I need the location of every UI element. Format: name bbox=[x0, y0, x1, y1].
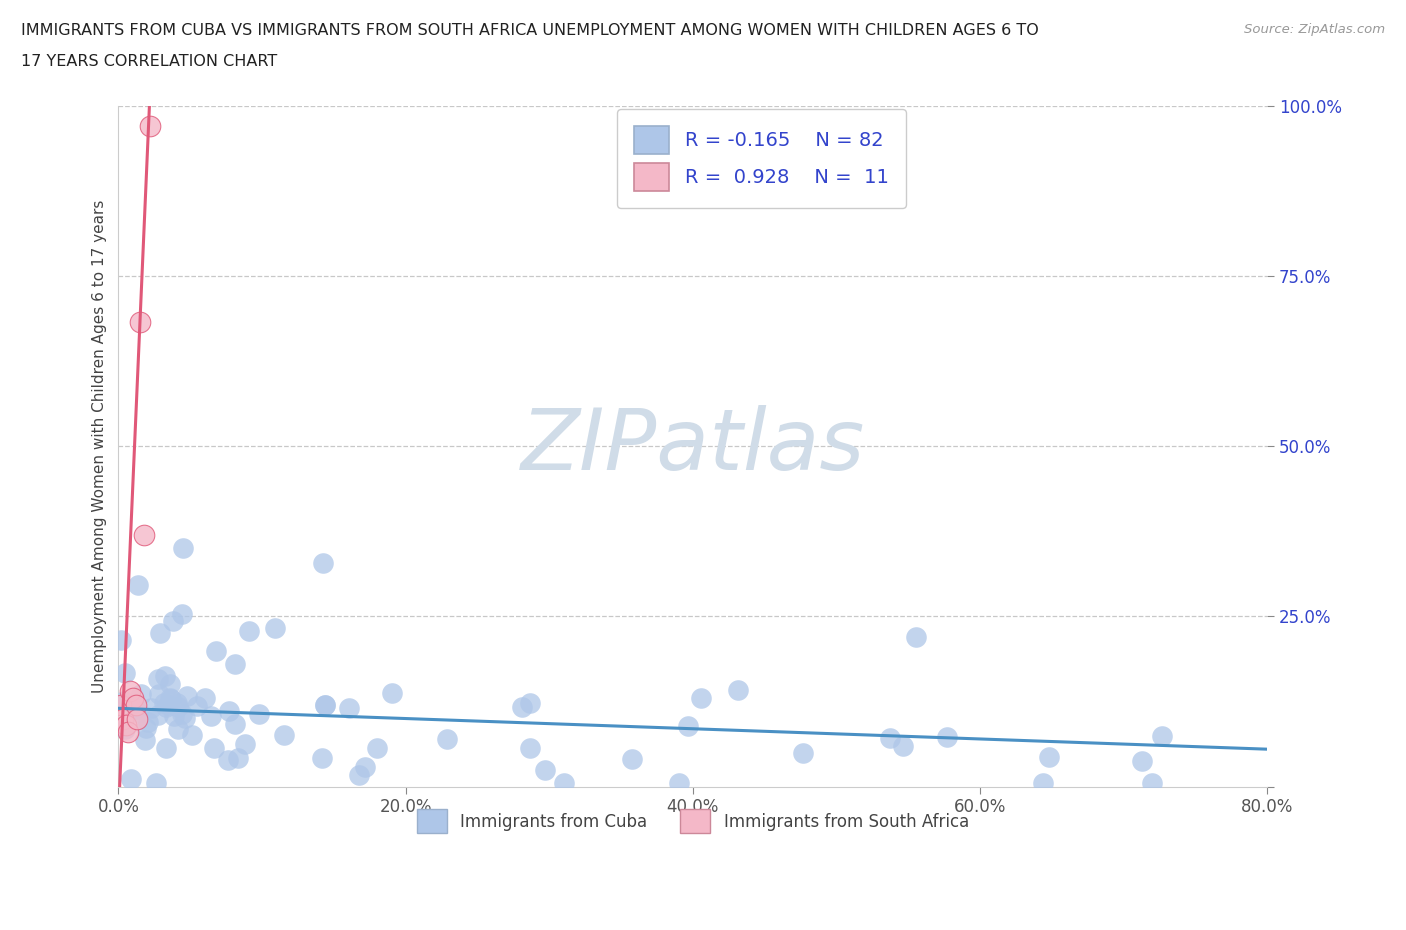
Legend: Immigrants from Cuba, Immigrants from South Africa: Immigrants from Cuba, Immigrants from So… bbox=[404, 796, 983, 846]
Point bbox=[205, 644, 228, 658]
Point bbox=[162, 614, 184, 629]
Point bbox=[167, 722, 190, 737]
Point bbox=[247, 707, 270, 722]
Point bbox=[935, 729, 957, 744]
Point bbox=[510, 699, 533, 714]
Point bbox=[114, 665, 136, 680]
Point bbox=[311, 556, 333, 571]
Point bbox=[172, 541, 194, 556]
Point bbox=[159, 690, 181, 705]
Point bbox=[1142, 776, 1164, 790]
Point bbox=[224, 657, 246, 671]
Point bbox=[124, 698, 146, 712]
Point bbox=[354, 760, 377, 775]
Point bbox=[159, 677, 181, 692]
Point bbox=[337, 700, 360, 715]
Point bbox=[1032, 776, 1054, 790]
Point bbox=[186, 698, 208, 713]
Point bbox=[167, 699, 190, 714]
Point bbox=[114, 722, 136, 737]
Point bbox=[233, 737, 256, 751]
Point bbox=[314, 698, 336, 712]
Point bbox=[314, 698, 336, 712]
Point bbox=[180, 727, 202, 742]
Point bbox=[112, 693, 135, 708]
Point bbox=[136, 715, 159, 730]
Point bbox=[134, 527, 156, 542]
Text: Source: ZipAtlas.com: Source: ZipAtlas.com bbox=[1244, 23, 1385, 36]
Point bbox=[134, 732, 156, 747]
Point bbox=[157, 698, 180, 712]
Point bbox=[127, 711, 149, 726]
Point bbox=[904, 630, 927, 644]
Point bbox=[381, 685, 404, 700]
Point bbox=[519, 740, 541, 755]
Point bbox=[110, 698, 132, 712]
Point bbox=[1130, 753, 1153, 768]
Point bbox=[202, 740, 225, 755]
Point bbox=[224, 716, 246, 731]
Y-axis label: Unemployment Among Women with Children Ages 6 to 17 years: Unemployment Among Women with Children A… bbox=[93, 199, 107, 693]
Point bbox=[148, 686, 170, 701]
Point bbox=[727, 683, 749, 698]
Point bbox=[153, 668, 176, 683]
Point bbox=[117, 724, 139, 739]
Point bbox=[139, 119, 162, 134]
Point bbox=[534, 763, 557, 777]
Point bbox=[166, 696, 188, 711]
Point bbox=[436, 731, 458, 746]
Point bbox=[153, 696, 176, 711]
Point bbox=[155, 740, 177, 755]
Point bbox=[146, 671, 169, 686]
Point bbox=[149, 625, 172, 640]
Text: ZIPatlas: ZIPatlas bbox=[520, 405, 865, 487]
Point bbox=[174, 711, 197, 725]
Point bbox=[139, 700, 162, 715]
Text: 17 YEARS CORRELATION CHART: 17 YEARS CORRELATION CHART bbox=[21, 54, 277, 69]
Point bbox=[226, 751, 249, 765]
Point bbox=[879, 730, 901, 745]
Point bbox=[264, 621, 287, 636]
Point bbox=[176, 688, 198, 703]
Point bbox=[273, 728, 295, 743]
Point bbox=[194, 690, 217, 705]
Point bbox=[172, 607, 194, 622]
Point bbox=[145, 776, 167, 790]
Point bbox=[121, 691, 143, 706]
Point bbox=[519, 695, 541, 710]
Point bbox=[129, 686, 152, 701]
Point bbox=[676, 719, 699, 734]
Point bbox=[148, 708, 170, 723]
Point bbox=[135, 721, 157, 736]
Point bbox=[155, 700, 177, 715]
Point bbox=[118, 684, 141, 698]
Point bbox=[349, 767, 371, 782]
Point bbox=[218, 704, 240, 719]
Point bbox=[891, 738, 914, 753]
Point bbox=[163, 709, 186, 724]
Point bbox=[110, 632, 132, 647]
Point bbox=[366, 740, 388, 755]
Point bbox=[217, 752, 239, 767]
Point bbox=[200, 709, 222, 724]
Point bbox=[689, 690, 711, 705]
Point bbox=[1150, 728, 1173, 743]
Point bbox=[124, 702, 146, 717]
Point bbox=[172, 707, 194, 722]
Point bbox=[792, 745, 814, 760]
Point bbox=[114, 718, 136, 733]
Point bbox=[311, 751, 333, 765]
Point bbox=[111, 711, 134, 726]
Point bbox=[129, 314, 152, 329]
Point bbox=[127, 578, 149, 593]
Point bbox=[128, 706, 150, 721]
Point bbox=[160, 692, 183, 707]
Point bbox=[668, 776, 690, 790]
Point bbox=[553, 776, 575, 790]
Text: IMMIGRANTS FROM CUBA VS IMMIGRANTS FROM SOUTH AFRICA UNEMPLOYMENT AMONG WOMEN WI: IMMIGRANTS FROM CUBA VS IMMIGRANTS FROM … bbox=[21, 23, 1039, 38]
Point bbox=[1038, 750, 1060, 764]
Point bbox=[621, 751, 644, 766]
Point bbox=[238, 623, 260, 638]
Point bbox=[120, 772, 142, 787]
